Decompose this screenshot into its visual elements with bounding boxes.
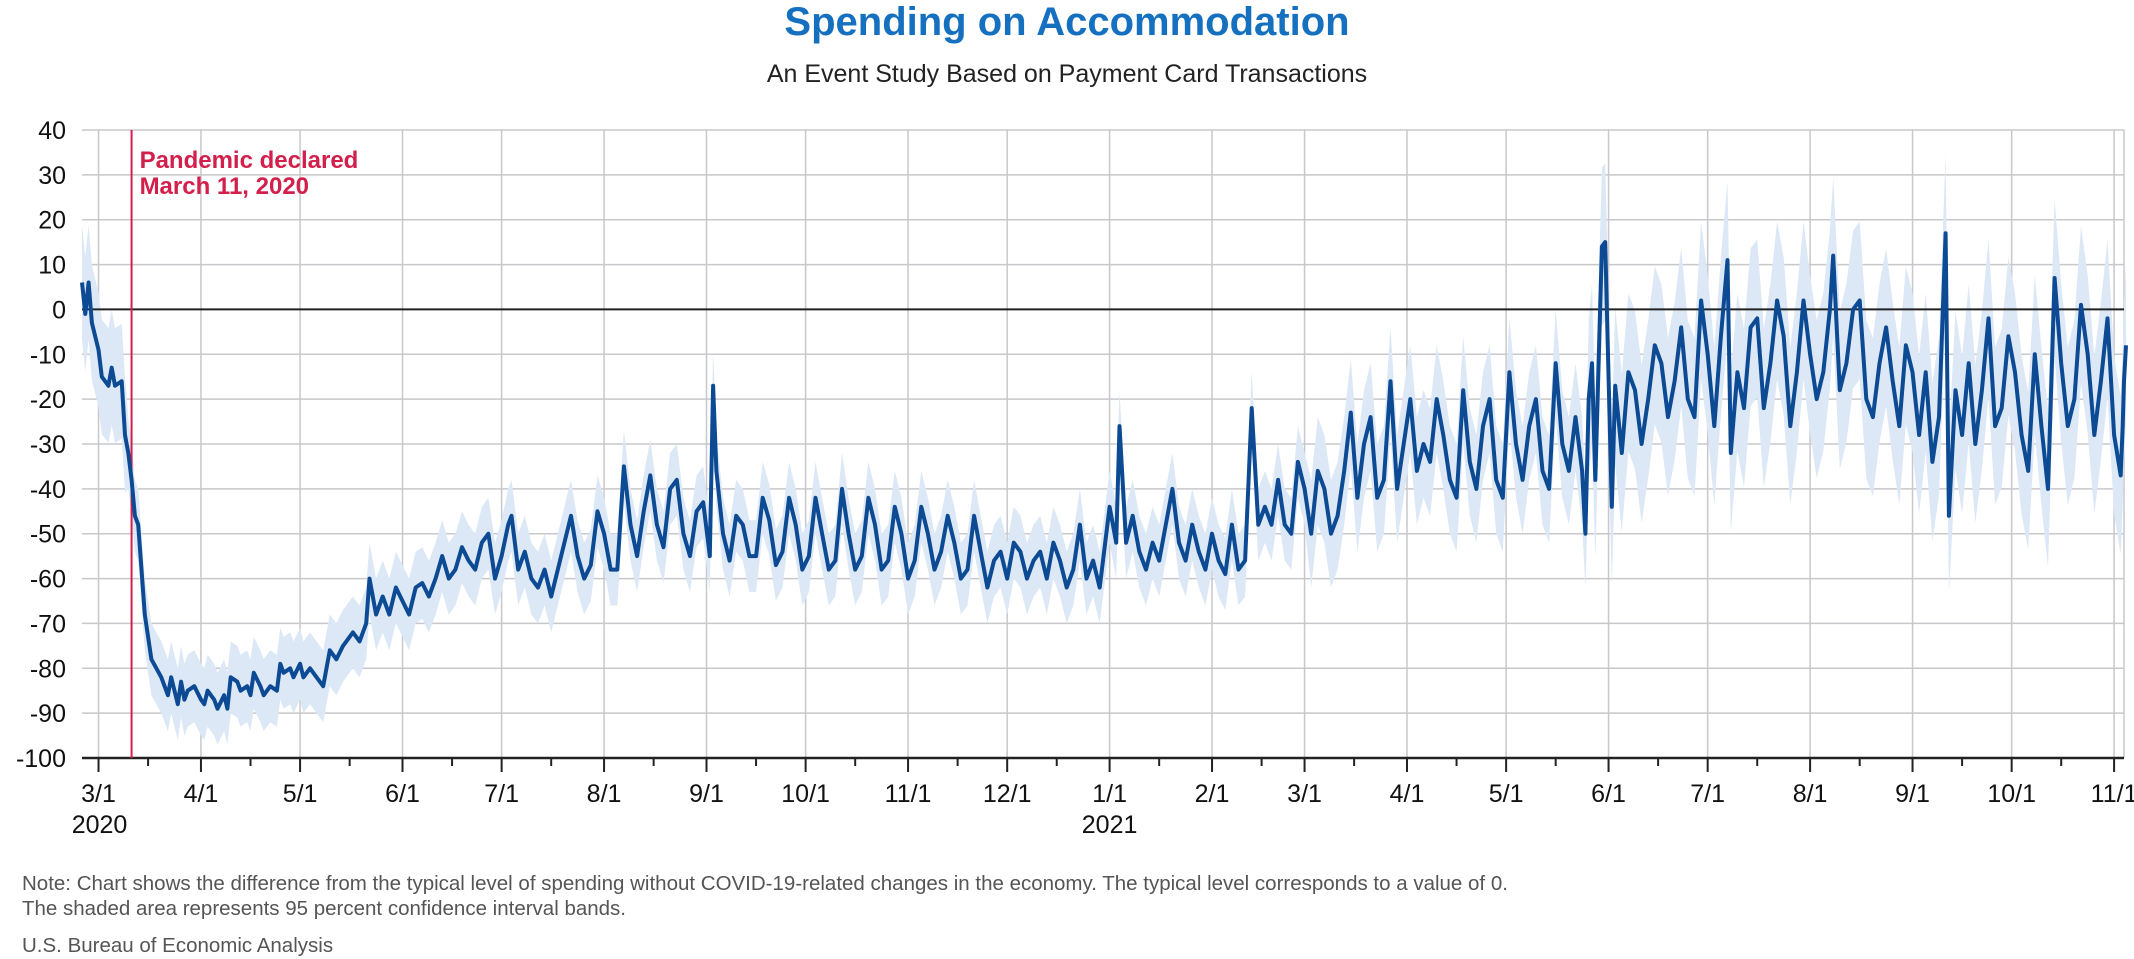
x-tick-label: 1/1: [1092, 780, 1127, 808]
x-tick-label: 5/1: [1489, 780, 1524, 808]
y-tick-label: -40: [30, 476, 66, 504]
x-tick-label: 2/1: [1195, 780, 1230, 808]
x-tick-label: 3/1: [81, 780, 116, 808]
x-tick-label: 8/1: [587, 780, 622, 808]
x-tick-label: 7/1: [484, 780, 519, 808]
y-tick-label: -70: [30, 610, 66, 638]
x-tick-label: 9/1: [689, 780, 724, 808]
x-tick-label: 7/1: [1690, 780, 1725, 808]
y-tick-label: 20: [38, 207, 66, 235]
x-tick-label: 12/1: [983, 780, 1032, 808]
chart-title: Spending on Accommodation: [784, 0, 1350, 44]
x-tick-label: 4/1: [1390, 780, 1425, 808]
chart-note-line1: Note: Chart shows the difference from th…: [22, 872, 1508, 895]
x-tick-label: 6/1: [1591, 780, 1626, 808]
y-tick-label: 0: [52, 296, 66, 324]
x-tick-label: 5/1: [283, 780, 318, 808]
y-tick-label: -50: [30, 521, 66, 549]
x-tick-label: 8/1: [1793, 780, 1828, 808]
chart-source: U.S. Bureau of Economic Analysis: [22, 934, 334, 957]
x-tick-label: 4/1: [184, 780, 219, 808]
axis-layer: 40 30 20 10 0 -10 -20 -30 -40 -50 -60 -70 -80 -90 -100…: [16, 117, 2134, 839]
x-year-label: 2020: [72, 811, 128, 839]
y-tick-label: 40: [38, 117, 66, 145]
x-tick-label: 9/1: [1895, 780, 1930, 808]
x-year-label: 2021: [1082, 811, 1138, 839]
y-tick-label: -60: [30, 566, 66, 594]
y-tick-label: -90: [30, 700, 66, 728]
confidence-interval-band: [82, 154, 2126, 745]
y-tick-label: 10: [38, 252, 66, 280]
chart-subtitle: An Event Study Based on Payment Card Tra…: [766, 60, 1368, 88]
event-label-line1: Pandemic declared: [140, 147, 359, 174]
event-label-line2: March 11, 2020: [140, 173, 309, 200]
y-tick-label: -10: [30, 341, 66, 369]
y-tick-label: -20: [30, 386, 66, 414]
x-tick-label: 10/1: [1987, 780, 2036, 808]
x-tick-label: 6/1: [385, 780, 420, 808]
x-tick-label: 10/1: [781, 780, 830, 808]
y-tick-label: 30: [38, 162, 66, 190]
x-tick-label: 3/1: [1287, 780, 1322, 808]
y-tick-label: -100: [16, 745, 66, 773]
y-tick-label: -80: [30, 655, 66, 683]
accommodation-spending-chart: 40 30 20 10 0 -10 -20 -30 -40 -50 -60 -70 -80 -90 -100…: [16, 117, 2134, 839]
series-line: [80, 231, 2128, 711]
y-tick-label: -30: [30, 431, 66, 459]
chart-note-line2: The shaded area represents 95 percent co…: [22, 897, 626, 920]
x-tick-label: 11/1: [885, 780, 932, 808]
x-tick-label: 11/1: [2091, 780, 2134, 808]
